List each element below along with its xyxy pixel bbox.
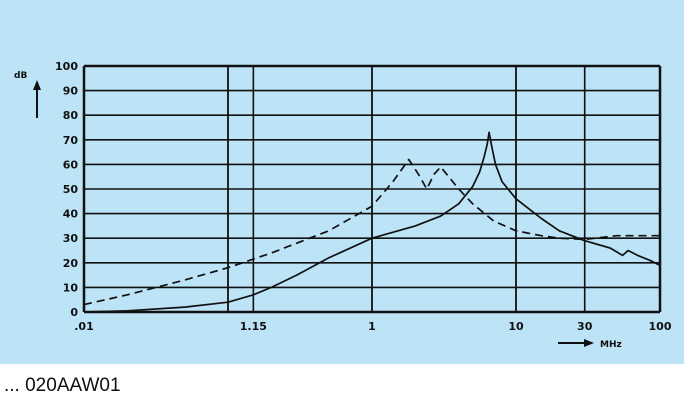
x-tick-label: 1 <box>368 320 376 333</box>
x-tick-label: 30 <box>577 320 593 333</box>
x-tick-label: 1.15 <box>240 320 267 333</box>
x-axis-label: MHz <box>600 340 622 350</box>
x-tick-label: 100 <box>649 320 672 333</box>
y-tick-label: 60 <box>63 158 79 171</box>
chart-panel: 0 10 20 30 40 50 60 70 80 90 100 .01 1.15 1 10 30 100 dB… <box>0 0 684 364</box>
y-tick-label: 90 <box>63 85 79 98</box>
series-layer <box>83 131 661 313</box>
y-tick-label: 0 <box>70 306 78 319</box>
y-tick-label: 30 <box>63 232 79 245</box>
y-tick-label: 20 <box>63 257 79 270</box>
y-tick-label: 50 <box>63 183 79 196</box>
y-tick-label: 10 <box>63 281 79 294</box>
tick-labels: 0 10 20 30 40 50 60 70 80 90 100 .01 1.15 1 10 30 100 <box>55 60 672 333</box>
y-tick-label: 40 <box>63 208 79 221</box>
chart: 0 10 20 30 40 50 60 70 80 90 100 .01 1.15 1 10 30 100 dB… <box>14 60 672 350</box>
figure-caption: ... 020AAW01 <box>4 375 121 396</box>
x-tick-label: .01 <box>74 320 94 333</box>
y-axis-label: dB <box>14 71 27 81</box>
grid <box>82 64 662 314</box>
x-tick-label: 10 <box>508 320 524 333</box>
y-tick-label: 70 <box>63 134 79 147</box>
y-tick-label: 100 <box>55 60 78 73</box>
y-tick-label: 80 <box>63 109 79 122</box>
y-axis-arrow <box>33 80 41 118</box>
series-line-dashed <box>83 158 660 306</box>
x-axis-arrow <box>558 339 594 347</box>
series-line-solid <box>83 131 661 313</box>
